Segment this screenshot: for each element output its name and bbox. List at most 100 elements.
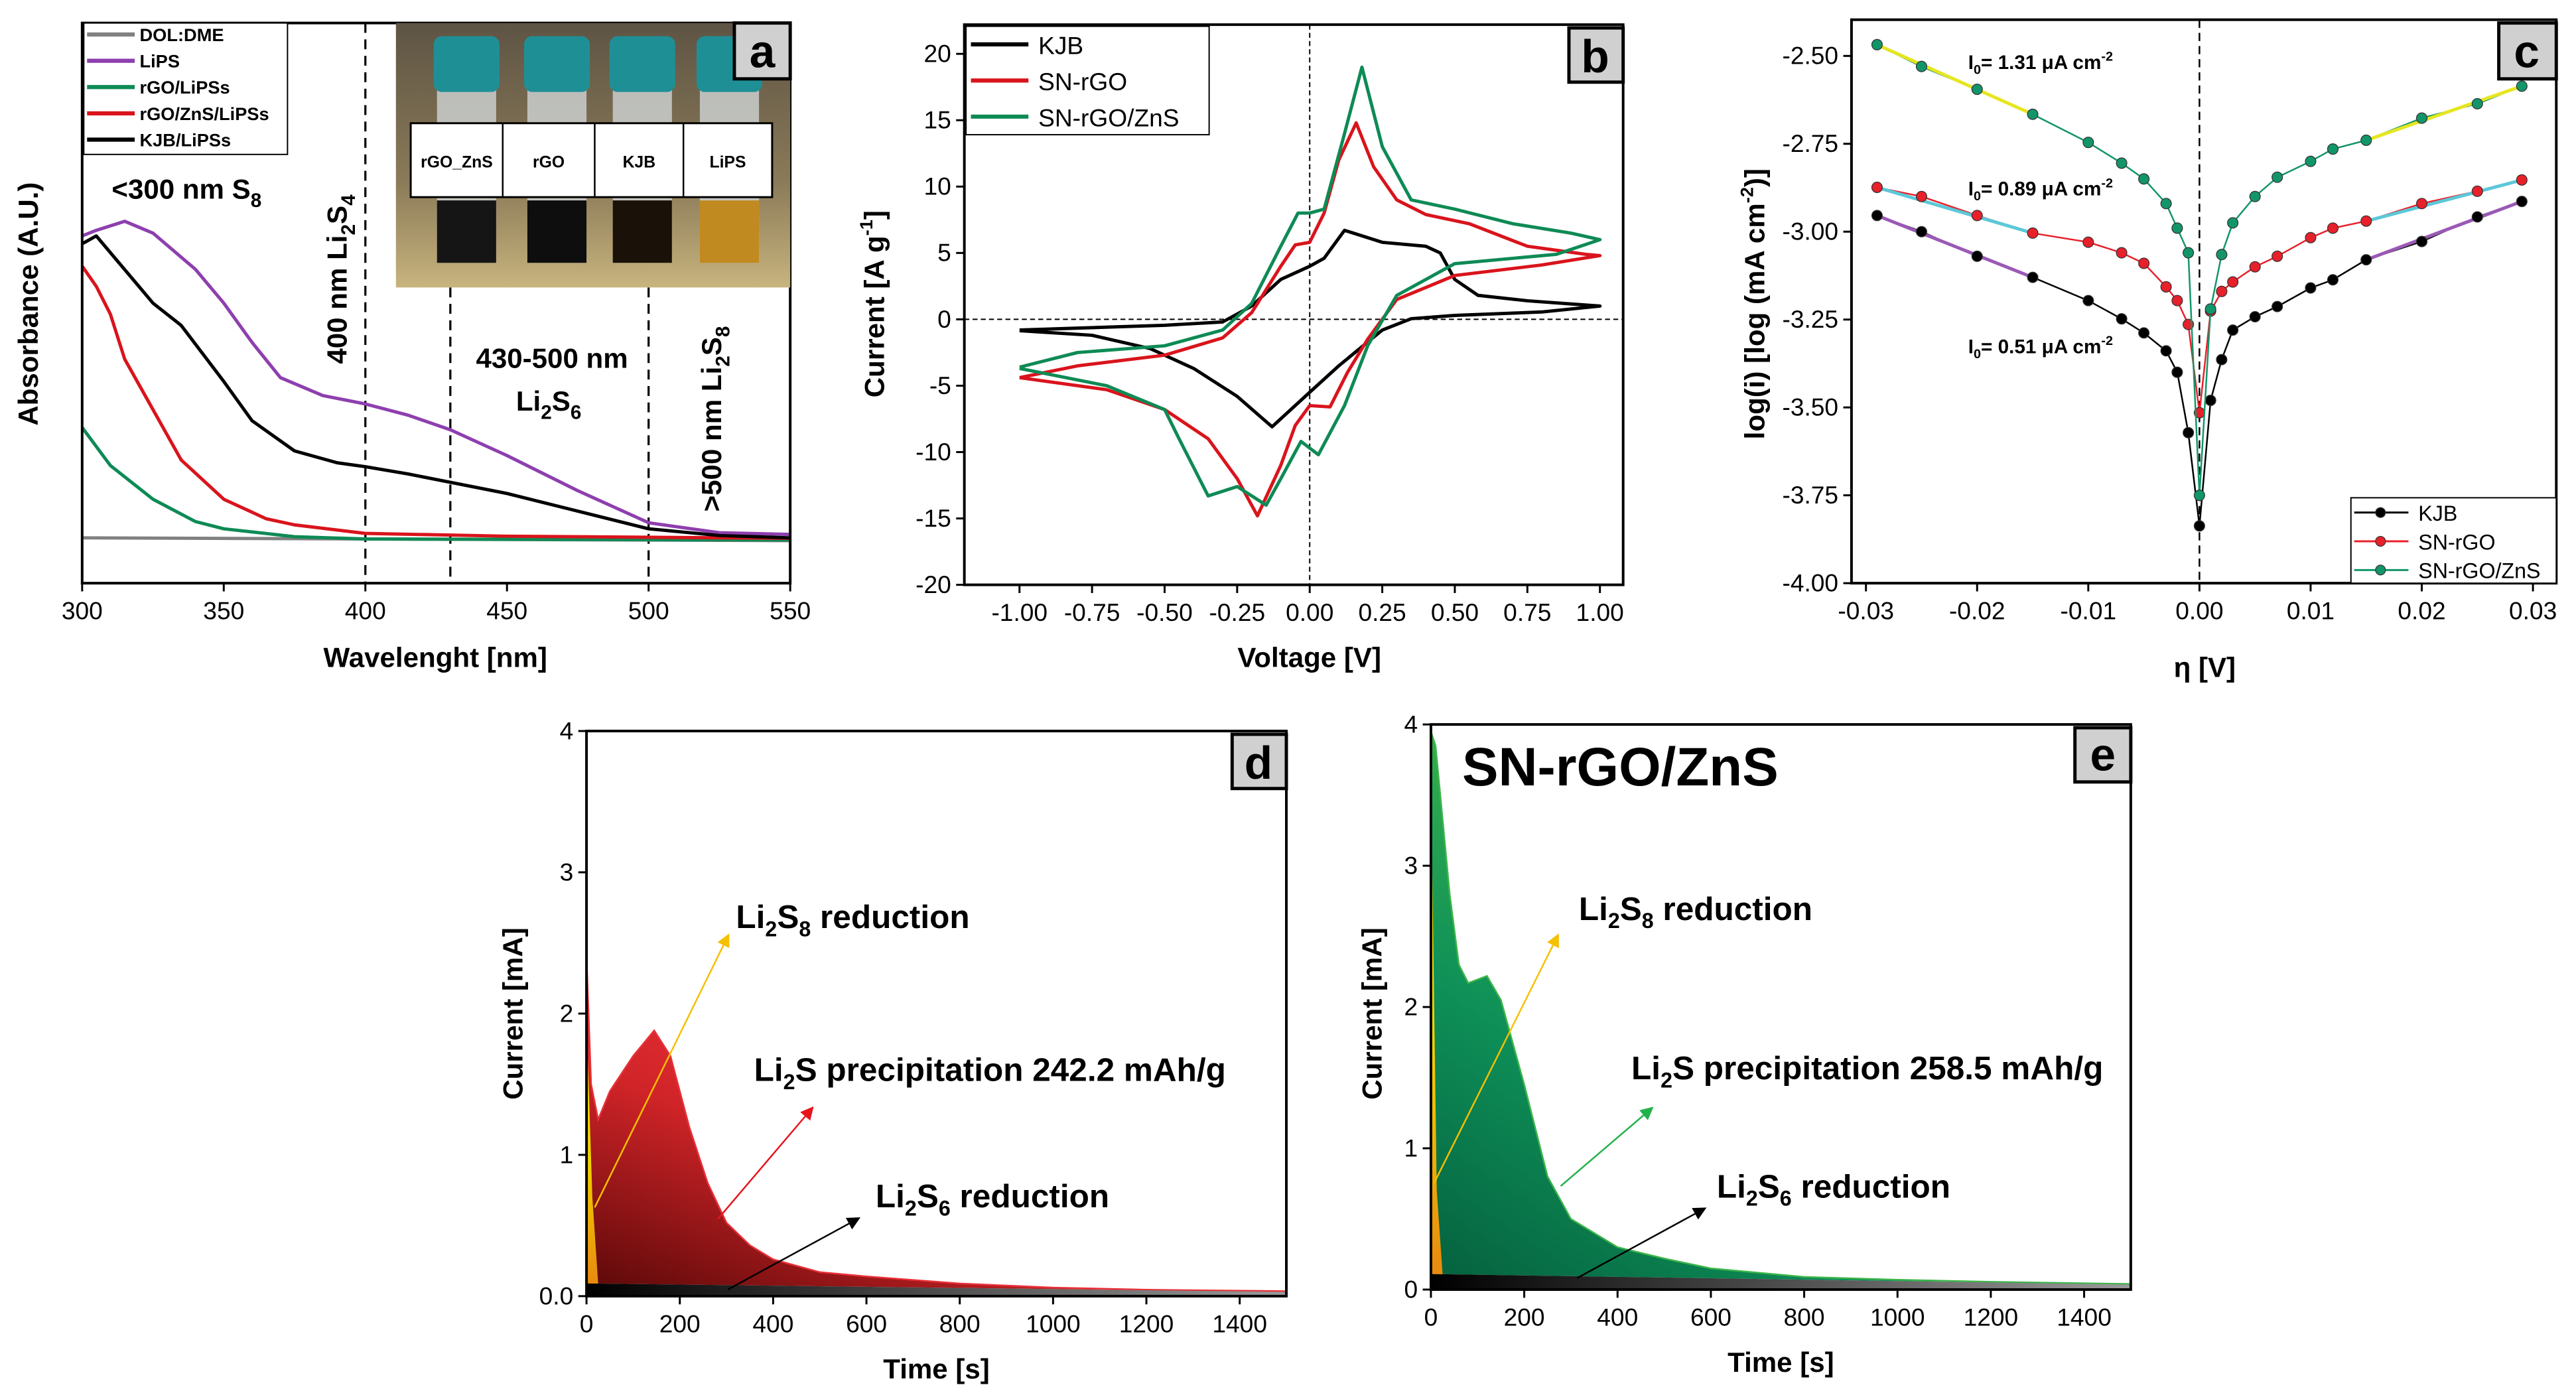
arrow-li2s-d: [717, 1106, 814, 1220]
y-tick-label-d: 3: [560, 858, 574, 886]
panel-c-plot-area: -0.03 -0.02 -0.01 0.00 0.01 0.02 0.03 -4.00 -3.7…: [1782, 18, 2558, 625]
data-point-kjb: [2204, 395, 2216, 407]
y-tick-label-e: 4: [1404, 710, 1418, 738]
annotation-li2s-e: Li2S precipitation 258.5 mAh/g: [1631, 1050, 2103, 1092]
data-point-sn-rgo: [2227, 276, 2239, 288]
x-tick-label-b: -0.25: [1209, 598, 1266, 626]
data-point-sn-rgo-zns: [2116, 157, 2128, 169]
legend-label: SN-rGO: [2418, 530, 2495, 554]
data-point-kjb: [2216, 354, 2228, 366]
x-axis-label-c: η [V]: [2174, 651, 2236, 683]
y-axis-label-a: Absorbance (A.U.): [13, 182, 44, 426]
legend-label: LiPS: [139, 51, 180, 72]
x-tick-label-e: 200: [1504, 1303, 1545, 1331]
annotation-li2s6: Li2S6: [516, 385, 582, 423]
panel-letter-box-d: [1230, 732, 1288, 791]
panel-letter-box-c: [2497, 21, 2558, 81]
x-tick-label-e: 0: [1424, 1303, 1438, 1331]
x-tick-label-a: 550: [770, 597, 811, 625]
x-tick-label-a: 300: [62, 597, 103, 625]
data-point-sn-rgo-zns: [2204, 303, 2216, 315]
data-point-sn-rgo: [2271, 250, 2283, 262]
x-tick-label-c: 0.02: [2398, 597, 2445, 625]
annotation-i0-rgo: I0= 0.89 μA cm-2: [1968, 176, 2113, 204]
x-tick-label-e: 1200: [1964, 1303, 2019, 1331]
tafel-line-sn-rgo-zns: [1876, 44, 2522, 496]
legend-label: DOL:DME: [139, 25, 224, 45]
data-point-sn-rgo-zns: [2138, 173, 2150, 185]
panel-letter-box-a: [732, 21, 792, 81]
li2s8-reduction-area: [1430, 776, 1443, 1274]
x-tick-label-d: 1400: [1212, 1309, 1267, 1337]
panel-b-cv: -1.00 -0.75 -0.50 -0.25 0.00 0.25 0.50 0.75 1.00…: [856, 23, 1625, 673]
legend-label: KJB: [1038, 32, 1083, 60]
y-tick-label-c: -2.75: [1782, 129, 1838, 157]
y-tick-label-e: 0: [1404, 1275, 1418, 1303]
data-point-kjb: [2305, 282, 2317, 294]
panel-c-legend: KJB SN-rGO SN-rGO/ZnS: [2350, 497, 2557, 584]
current-curve: [585, 957, 1287, 1292]
data-point-kjb: [2271, 300, 2283, 312]
vial-label-lips: LiPS: [710, 154, 746, 172]
data-point-sn-rgo-zns: [2471, 98, 2483, 109]
data-point-kjb: [2160, 345, 2172, 357]
panel-e-plot-area: 0 200 400 600 800 1000 1200 1400 0 1 2 3 4: [1404, 710, 2132, 1331]
li2s8-reduction-area: [586, 1018, 598, 1284]
panel-letter-box-e: [2073, 726, 2133, 784]
data-point-sn-rgo: [2216, 285, 2228, 297]
x-tick-label-e: 800: [1784, 1303, 1825, 1331]
panel-a-legend: DOL:DME LiPS rGO/LiPSs rGO/ZnS/LiPSs KJB/LiP…: [83, 22, 289, 155]
x-axis-label-a: Wavelenght [nm]: [324, 641, 547, 673]
data-point-sn-rgo: [2082, 236, 2094, 248]
cv-loop-sn-rgo-zns: [1019, 65, 1602, 507]
li2s-precipitation-area: [586, 957, 1287, 1292]
arrow-li2s-e: [1560, 1106, 1654, 1187]
x-tick-label-b: 1.00: [1576, 598, 1624, 626]
data-point-sn-rgo: [2171, 295, 2183, 306]
annotation-li2s4: 400 nm Li2S4: [322, 194, 360, 364]
data-point-kjb: [2327, 274, 2339, 286]
data-point-sn-rgo: [2138, 257, 2150, 269]
x-tick-label-b: 0.00: [1286, 598, 1333, 626]
y-tick-label-b: 0: [937, 305, 951, 333]
plot-frame-d: [585, 730, 1288, 1297]
data-point-sn-rgo: [1971, 210, 1983, 222]
panel-letter-c: c: [2514, 26, 2540, 78]
data-point-sn-rgo: [2360, 215, 2372, 227]
tafel-fit-cathodic-sn-rgo: [1876, 186, 2033, 235]
vial-label-kjb: KJB: [623, 154, 656, 172]
plot-frame-b: [963, 23, 1625, 586]
data-point-kjb: [2227, 324, 2239, 336]
legend-marker: [2375, 507, 2386, 518]
data-point-sn-rgo: [2116, 247, 2128, 259]
data-point-sn-rgo: [2327, 222, 2339, 234]
data-point-sn-rgo-zns: [2027, 108, 2039, 120]
panel-d-plot-area: 0 200 400 600 800 1000 1200 1400 0.0 1 2 3 4: [539, 716, 1288, 1337]
data-point-sn-rgo: [2415, 198, 2428, 210]
x-tick-label-a: 450: [486, 597, 527, 625]
arrow-li2s8-e: [1433, 933, 1559, 1183]
series-line-rgo-zns-lipss: [80, 265, 791, 541]
annotation-li2s8-e: Li2S8 reduction: [1579, 891, 1812, 933]
y-tick-label-b: -15: [915, 504, 951, 532]
data-point-sn-rgo-zns: [2327, 143, 2339, 155]
x-tick-label-b: 0.75: [1503, 598, 1551, 626]
data-point-kjb: [1915, 226, 1928, 237]
panel-b-legend: KJB SN-rGO SN-rGO/ZnS: [965, 25, 1210, 136]
y-axis-label-c: log(i) [log (mA cm-2)]: [1736, 168, 1770, 439]
legend-label: SN-rGO/ZnS: [2418, 559, 2540, 583]
data-point-kjb: [2171, 366, 2183, 378]
y-tick-label-c: -2.50: [1782, 42, 1838, 70]
data-point-sn-rgo: [2249, 261, 2261, 273]
annotation-li2s-d: Li2S precipitation 242.2 mAh/g: [754, 1052, 1226, 1094]
panel-a-plot-area: 300 350 400 450 500 550: [62, 21, 811, 625]
annotation-li2s8: >500 nm Li2S8: [696, 326, 734, 512]
tafel-fit-anodic-sn-rgo: [2366, 178, 2522, 223]
cv-loop-kjb: [1019, 228, 1602, 429]
data-point-sn-rgo: [1871, 181, 1883, 194]
y-tick-label-e: 2: [1404, 992, 1418, 1020]
y-tick-label-d: 2: [560, 999, 574, 1027]
x-tick-label-c: -0.02: [1949, 597, 2005, 625]
x-tick-label-c: 0.01: [2287, 597, 2335, 625]
li2s6-reduction-area: [586, 1283, 1287, 1296]
